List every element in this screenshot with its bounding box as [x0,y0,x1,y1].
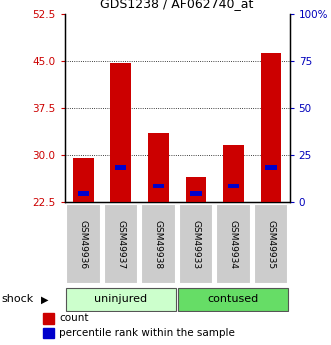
FancyBboxPatch shape [66,288,176,311]
Bar [260,53,281,202]
Bar [153,184,164,188]
Text: ▶: ▶ [41,294,49,304]
Bar [185,177,206,202]
Text: GSM49934: GSM49934 [229,219,238,269]
Bar [228,184,239,188]
Text: GSM49937: GSM49937 [116,219,125,269]
Bar [115,165,126,169]
Text: contused: contused [208,294,259,304]
Text: GSM49933: GSM49933 [191,219,200,269]
Text: GSM49938: GSM49938 [154,219,163,269]
Bar [73,158,94,202]
Text: GSM49935: GSM49935 [266,219,275,269]
Text: uninjured: uninjured [94,294,147,304]
FancyBboxPatch shape [216,204,251,284]
FancyBboxPatch shape [254,204,288,284]
Text: GSM49936: GSM49936 [79,219,88,269]
Bar [265,165,276,169]
FancyBboxPatch shape [104,204,138,284]
Title: GDS1238 / AF062740_at: GDS1238 / AF062740_at [100,0,254,10]
Bar [148,133,168,202]
Bar [111,63,131,202]
Bar [223,146,244,202]
FancyBboxPatch shape [141,204,175,284]
FancyBboxPatch shape [66,204,101,284]
Text: shock: shock [2,294,34,304]
Text: percentile rank within the sample: percentile rank within the sample [60,328,235,338]
Bar [42,328,54,338]
Bar [190,191,202,196]
FancyBboxPatch shape [179,204,213,284]
Text: count: count [60,313,89,323]
Bar [42,313,54,324]
FancyBboxPatch shape [178,288,289,311]
Bar [78,191,89,196]
